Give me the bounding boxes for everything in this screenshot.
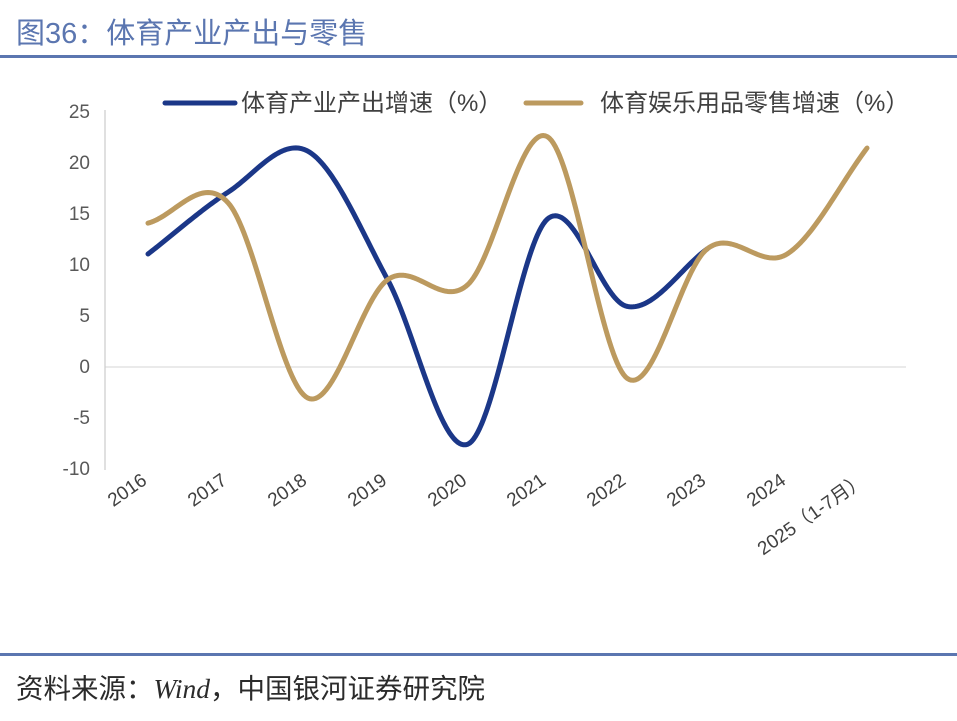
svg-text:2024: 2024 xyxy=(743,470,790,512)
svg-text:2019: 2019 xyxy=(344,470,391,511)
svg-text:2023: 2023 xyxy=(663,470,710,511)
svg-text:-10: -10 xyxy=(63,459,90,480)
svg-text:10: 10 xyxy=(69,255,90,276)
svg-text:体育娱乐用品零售增速（%）: 体育娱乐用品零售增速（%） xyxy=(600,90,909,117)
svg-text:2017: 2017 xyxy=(184,470,231,511)
svg-text:25: 25 xyxy=(69,102,90,123)
svg-text:2016: 2016 xyxy=(104,470,151,511)
svg-text:2022: 2022 xyxy=(583,470,630,511)
svg-text:2020: 2020 xyxy=(424,470,471,511)
svg-text:-5: -5 xyxy=(73,408,90,429)
svg-text:体育产业产出增速（%）: 体育产业产出增速（%） xyxy=(241,90,502,117)
svg-text:20: 20 xyxy=(69,153,90,174)
svg-text:5: 5 xyxy=(79,306,90,327)
svg-text:2018: 2018 xyxy=(264,470,311,511)
svg-text:15: 15 xyxy=(69,204,90,225)
svg-text:0: 0 xyxy=(79,357,90,378)
svg-text:2021: 2021 xyxy=(503,470,550,511)
